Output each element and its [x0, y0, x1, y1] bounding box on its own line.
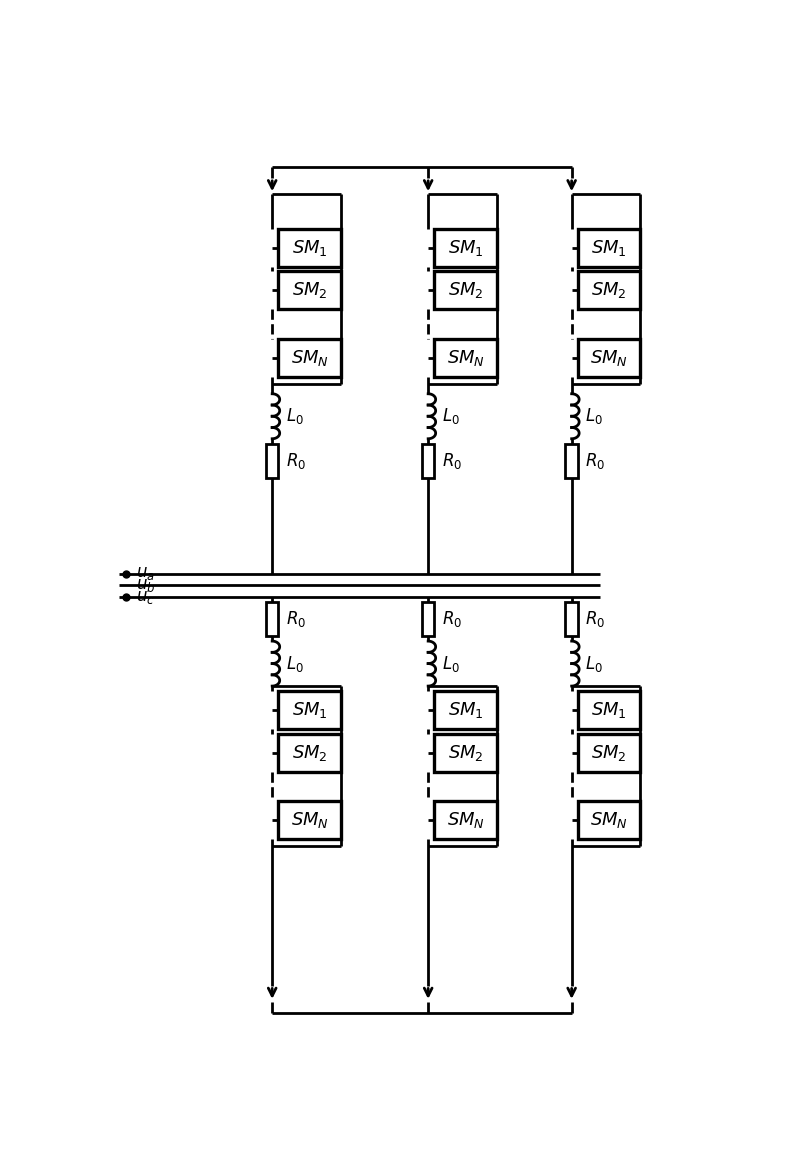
- Text: $u_c$: $u_c$: [135, 589, 155, 605]
- Text: $\mathit{SM}_N$: $\mathit{SM}_N$: [590, 811, 628, 830]
- Text: $L_0$: $L_0$: [585, 654, 603, 674]
- FancyBboxPatch shape: [435, 691, 497, 729]
- FancyBboxPatch shape: [435, 271, 497, 310]
- FancyBboxPatch shape: [266, 602, 279, 635]
- FancyBboxPatch shape: [578, 734, 640, 772]
- FancyBboxPatch shape: [578, 339, 640, 377]
- Text: $\mathit{SM}_2$: $\mathit{SM}_2$: [448, 743, 484, 763]
- FancyBboxPatch shape: [279, 339, 341, 377]
- FancyBboxPatch shape: [435, 801, 497, 839]
- FancyBboxPatch shape: [279, 734, 341, 772]
- FancyBboxPatch shape: [578, 691, 640, 729]
- FancyBboxPatch shape: [435, 229, 497, 267]
- Text: $\mathit{SM}_1$: $\mathit{SM}_1$: [448, 238, 484, 258]
- FancyBboxPatch shape: [279, 271, 341, 310]
- Text: $\mathit{SM}_1$: $\mathit{SM}_1$: [591, 701, 627, 721]
- Text: $L_0$: $L_0$: [286, 654, 303, 674]
- Text: $R_0$: $R_0$: [442, 609, 462, 628]
- Text: $\mathit{SM}_N$: $\mathit{SM}_N$: [291, 348, 328, 368]
- Text: $\mathit{SM}_2$: $\mathit{SM}_2$: [291, 280, 328, 300]
- Text: $\mathit{SM}_N$: $\mathit{SM}_N$: [291, 811, 328, 830]
- FancyBboxPatch shape: [435, 734, 497, 772]
- Text: $L_0$: $L_0$: [286, 406, 303, 426]
- FancyBboxPatch shape: [422, 602, 435, 635]
- FancyBboxPatch shape: [578, 229, 640, 267]
- FancyBboxPatch shape: [279, 229, 341, 267]
- Text: $\mathit{SM}_2$: $\mathit{SM}_2$: [291, 743, 328, 763]
- FancyBboxPatch shape: [578, 801, 640, 839]
- FancyBboxPatch shape: [435, 339, 497, 377]
- Text: $\mathit{SM}_N$: $\mathit{SM}_N$: [590, 348, 628, 368]
- Text: $\mathit{SM}_1$: $\mathit{SM}_1$: [591, 238, 627, 258]
- Text: $\mathit{SM}_2$: $\mathit{SM}_2$: [591, 743, 627, 763]
- FancyBboxPatch shape: [266, 444, 279, 479]
- Text: $\mathit{SM}_1$: $\mathit{SM}_1$: [448, 701, 484, 721]
- Text: $R_0$: $R_0$: [442, 451, 462, 471]
- Text: $R_0$: $R_0$: [585, 451, 605, 471]
- Text: $L_0$: $L_0$: [585, 406, 603, 426]
- FancyBboxPatch shape: [565, 444, 578, 479]
- Text: $R_0$: $R_0$: [286, 609, 306, 628]
- FancyBboxPatch shape: [279, 801, 341, 839]
- Text: $u_b$: $u_b$: [135, 577, 155, 593]
- FancyBboxPatch shape: [422, 444, 435, 479]
- Text: $\mathit{SM}_N$: $\mathit{SM}_N$: [447, 811, 485, 830]
- FancyBboxPatch shape: [578, 271, 640, 310]
- Text: $R_0$: $R_0$: [286, 451, 306, 471]
- Text: $\mathit{SM}_1$: $\mathit{SM}_1$: [291, 238, 328, 258]
- Text: $u_a$: $u_a$: [135, 565, 155, 582]
- Text: $\mathit{SM}_2$: $\mathit{SM}_2$: [448, 280, 484, 300]
- FancyBboxPatch shape: [279, 691, 341, 729]
- Text: $\mathit{SM}_2$: $\mathit{SM}_2$: [591, 280, 627, 300]
- FancyBboxPatch shape: [565, 602, 578, 635]
- Text: $\mathit{SM}_N$: $\mathit{SM}_N$: [447, 348, 485, 368]
- Text: $\mathit{SM}_1$: $\mathit{SM}_1$: [291, 701, 328, 721]
- Text: $R_0$: $R_0$: [585, 609, 605, 628]
- Text: $L_0$: $L_0$: [442, 406, 460, 426]
- Text: $L_0$: $L_0$: [442, 654, 460, 674]
